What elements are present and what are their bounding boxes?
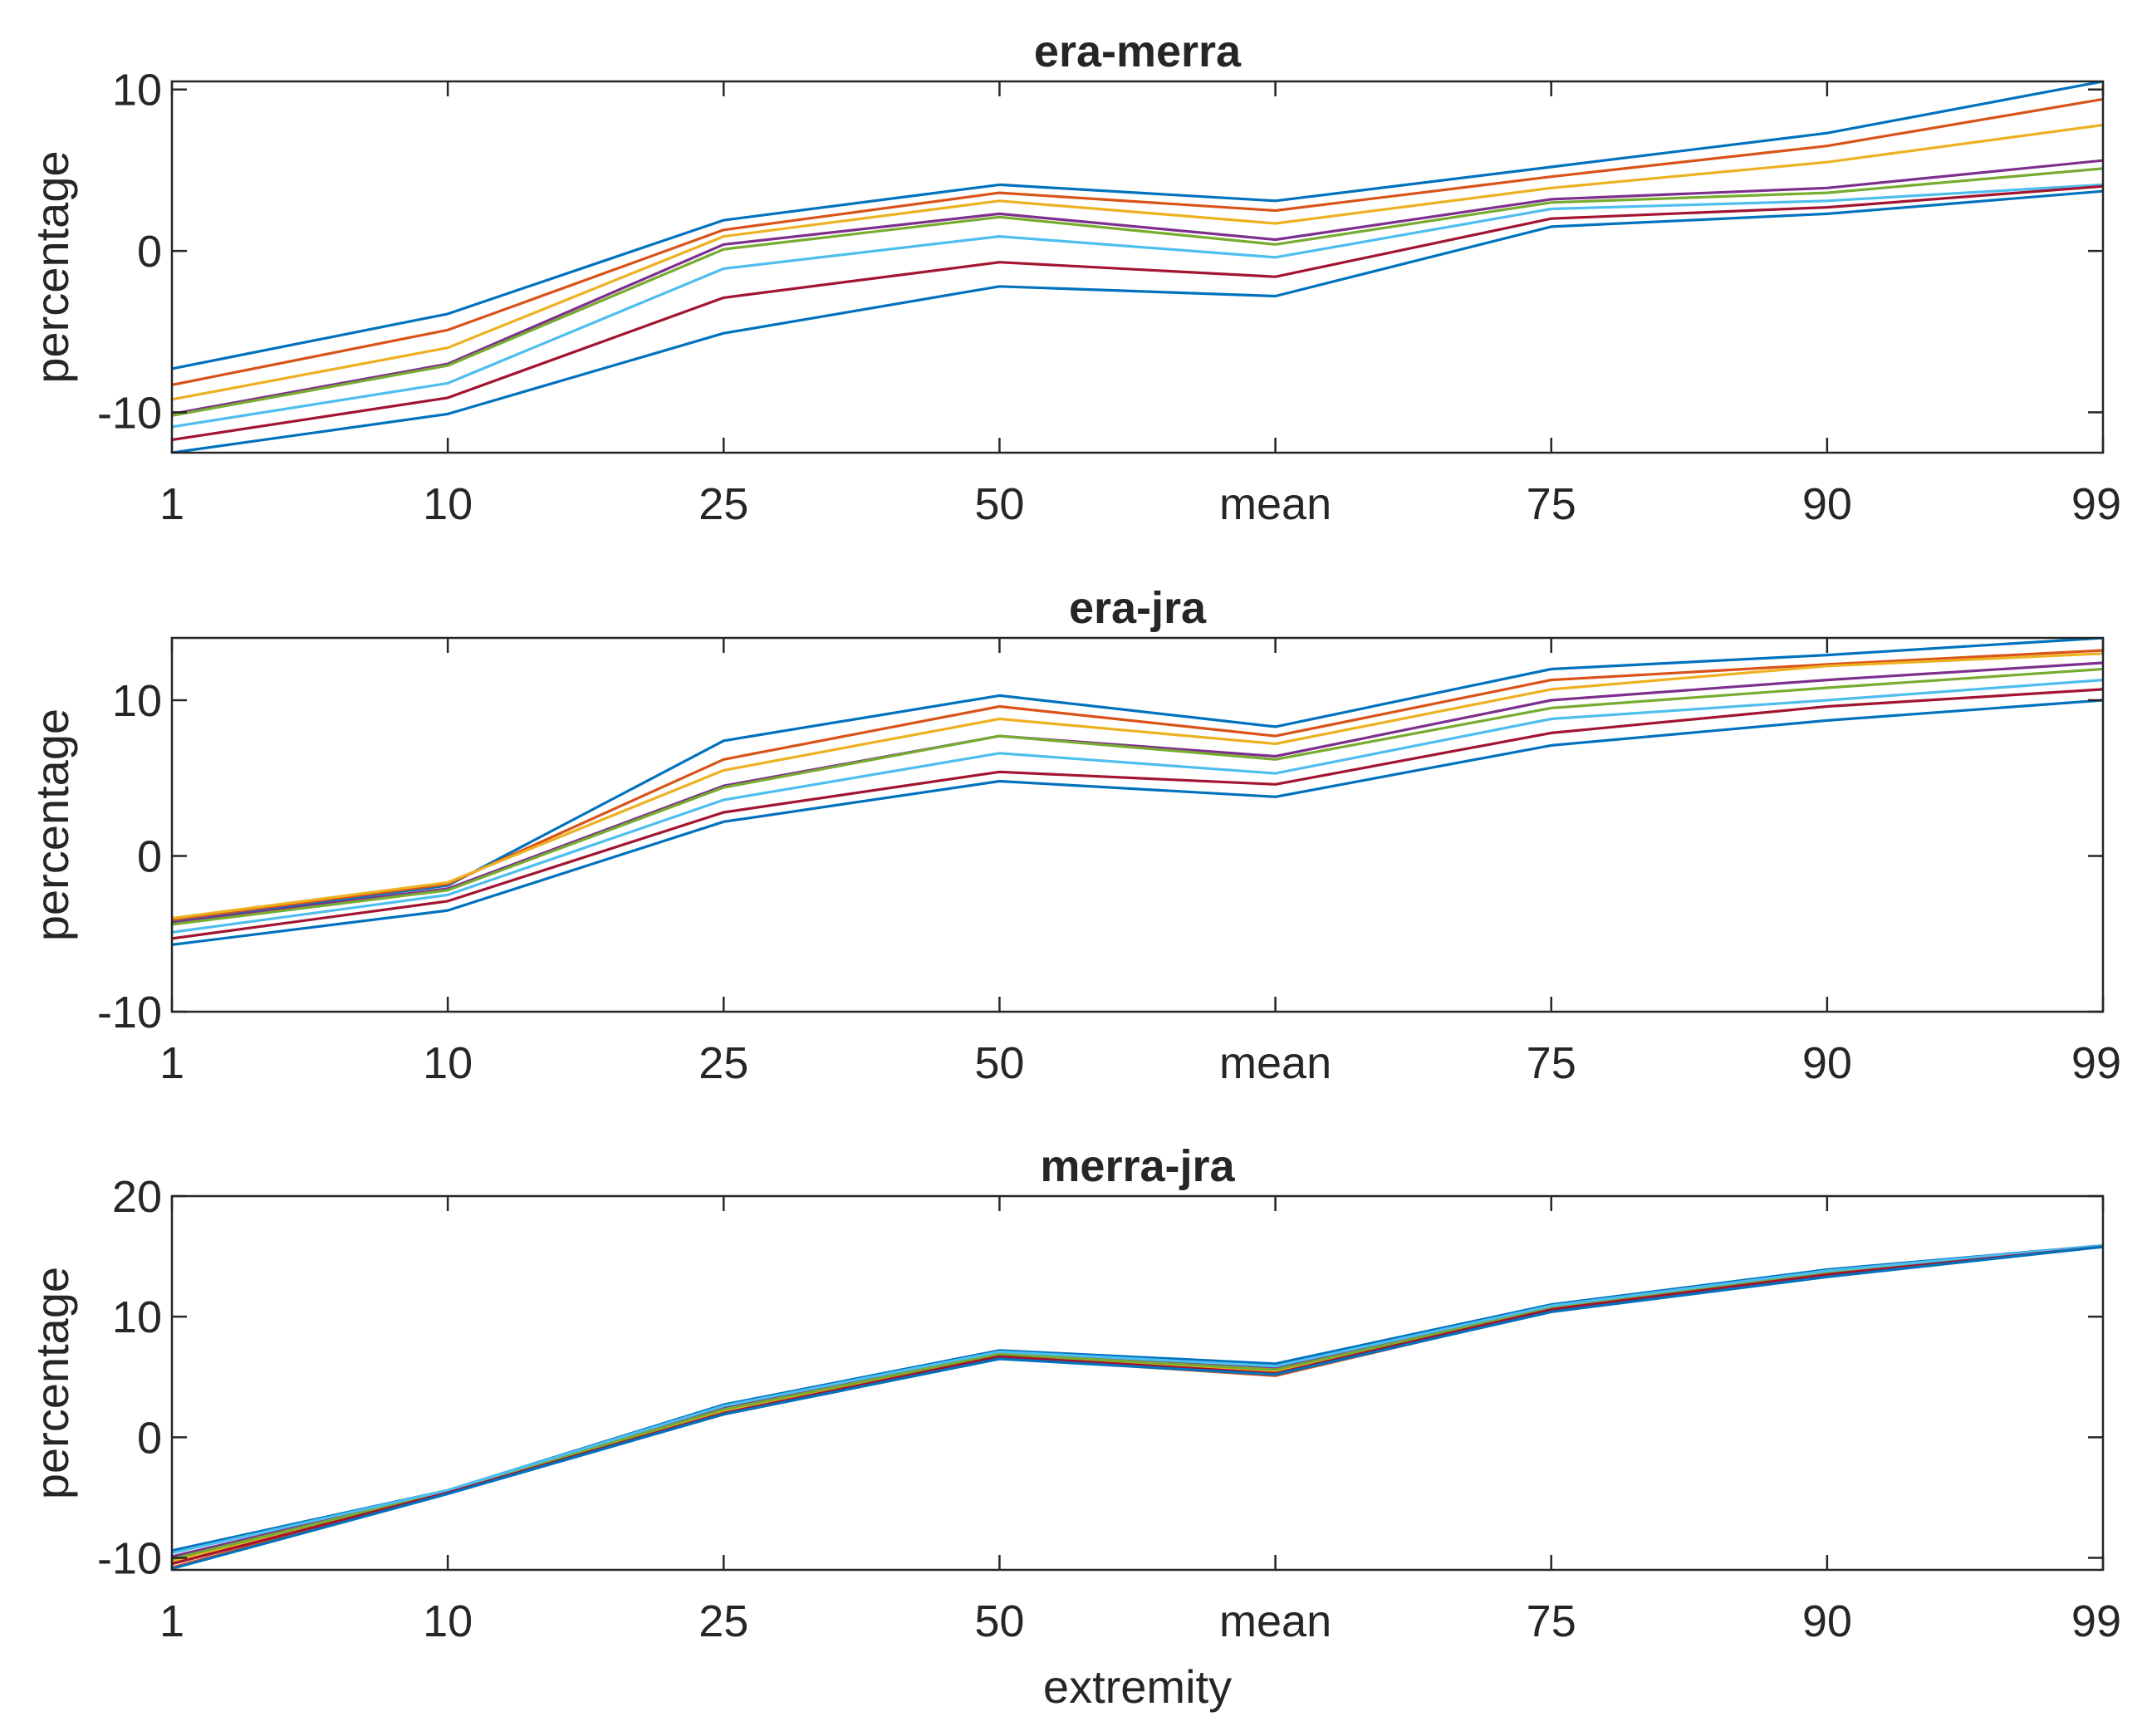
series-line-7 bbox=[172, 688, 2103, 940]
series-line-5 bbox=[172, 667, 2103, 926]
x-tick-label: mean bbox=[1219, 1038, 1331, 1088]
series-line-3 bbox=[172, 652, 2103, 920]
x-tick-label: 75 bbox=[1527, 479, 1576, 529]
y-axis-label: percentage bbox=[26, 709, 78, 941]
y-tick-label: 0 bbox=[137, 832, 162, 882]
series-line-3 bbox=[172, 1245, 2103, 1563]
series-line-7 bbox=[172, 1245, 2103, 1566]
y-tick-label: 0 bbox=[137, 1413, 162, 1463]
series-group bbox=[172, 638, 2103, 946]
series-line-2 bbox=[172, 97, 2103, 386]
x-tick-label: 90 bbox=[1802, 1038, 1852, 1088]
panel-title: merra-jra bbox=[1040, 1141, 1235, 1191]
panel-title: era-merra bbox=[1034, 27, 1242, 76]
axes-box bbox=[170, 636, 2105, 1013]
series-group bbox=[172, 81, 2103, 453]
series-line-5 bbox=[172, 167, 2103, 417]
panel-title: era-jra bbox=[1069, 583, 1207, 633]
y-tick-label: 0 bbox=[137, 227, 162, 277]
x-tick-label: 10 bbox=[423, 479, 473, 529]
y-tick-label: 10 bbox=[112, 1292, 162, 1342]
x-tick-label: 50 bbox=[974, 479, 1024, 529]
y-tick-label: 10 bbox=[112, 66, 162, 115]
series-line-7 bbox=[172, 184, 2103, 442]
series-line-5 bbox=[172, 1243, 2103, 1561]
series-line-3 bbox=[172, 123, 2103, 401]
series-line-2 bbox=[172, 1245, 2103, 1569]
x-tick-label: 25 bbox=[699, 1596, 748, 1646]
series-group bbox=[172, 1243, 2103, 1570]
series-line-4 bbox=[172, 661, 2103, 924]
series-line-4 bbox=[172, 159, 2103, 415]
y-tick-label: 10 bbox=[112, 676, 162, 726]
x-tick-label: 50 bbox=[974, 1596, 1024, 1646]
y-axis-label: percentage bbox=[26, 150, 78, 383]
series-line-1 bbox=[172, 638, 2103, 923]
x-tick-label: 50 bbox=[974, 1038, 1024, 1088]
x-tick-label: 90 bbox=[1802, 1596, 1852, 1646]
x-tick-label: mean bbox=[1219, 1596, 1331, 1646]
y-tick-label: -10 bbox=[97, 988, 162, 1037]
x-tick-label: 99 bbox=[2071, 479, 2121, 529]
x-tick-label: 1 bbox=[159, 479, 184, 529]
series-line-1 bbox=[172, 81, 2103, 370]
x-tick-label: 1 bbox=[159, 1596, 184, 1646]
y-tick-label: 20 bbox=[112, 1172, 162, 1222]
x-tick-label: 75 bbox=[1527, 1038, 1576, 1088]
x-tick-label: mean bbox=[1219, 479, 1331, 529]
x-tick-label: 10 bbox=[423, 1038, 473, 1088]
y-tick-label: -10 bbox=[97, 1533, 162, 1583]
axes-box bbox=[170, 80, 2105, 454]
series-line-6 bbox=[172, 1243, 2103, 1555]
panel-merra-jra: 1 10 25 50 mean 75 90 99 -10 0 10 20 merra-jra percen… bbox=[26, 1141, 2121, 1713]
x-tick-label: 25 bbox=[699, 479, 748, 529]
x-tick-label: 90 bbox=[1802, 479, 1852, 529]
series-line-8 bbox=[172, 189, 2103, 453]
series-line-8 bbox=[172, 1245, 2103, 1570]
x-tick-label: 99 bbox=[2071, 1038, 2121, 1088]
y-axis-label: percentage bbox=[26, 1267, 78, 1499]
series-line-8 bbox=[172, 699, 2103, 946]
x-tick-label: 1 bbox=[159, 1038, 184, 1088]
axes-box bbox=[170, 1194, 2105, 1572]
x-tick-label: 25 bbox=[699, 1038, 748, 1088]
x-tick-label: 10 bbox=[423, 1596, 473, 1646]
panel-era-merra: 1 10 25 50 mean 75 90 99 -10 0 10 era-merra percenta… bbox=[26, 27, 2121, 529]
x-tick-label: 99 bbox=[2071, 1596, 2121, 1646]
y-tick-label: -10 bbox=[97, 388, 162, 438]
x-tick-label: 75 bbox=[1527, 1596, 1576, 1646]
series-line-4 bbox=[172, 1243, 2103, 1558]
series-line-1 bbox=[172, 1243, 2103, 1552]
series-line-6 bbox=[172, 679, 2103, 934]
panel-era-jra: 1 10 25 50 mean 75 90 99 -10 0 10 era-jra percentage bbox=[26, 583, 2121, 1088]
x-axis-label: extremity bbox=[1043, 1660, 1232, 1713]
series-line-6 bbox=[172, 183, 2103, 429]
